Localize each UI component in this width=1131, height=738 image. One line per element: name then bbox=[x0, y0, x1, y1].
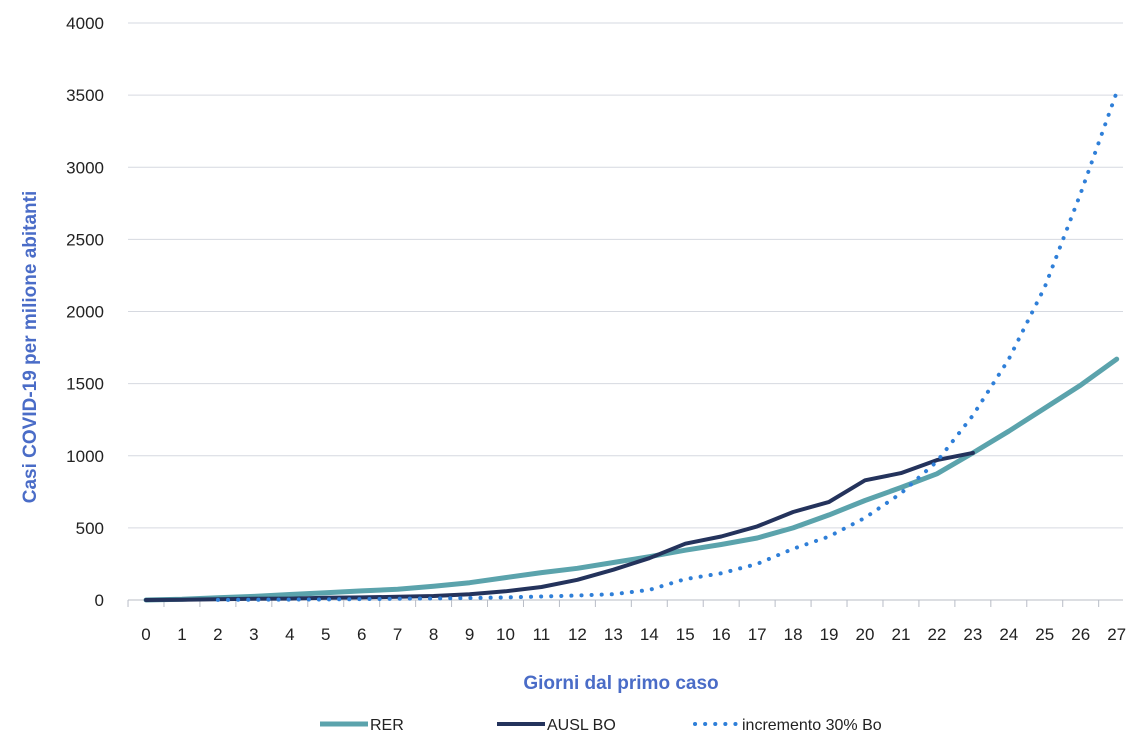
x-tick-label: 9 bbox=[465, 625, 474, 644]
x-tick-label: 6 bbox=[357, 625, 366, 644]
series-line-2 bbox=[144, 450, 975, 602]
x-tick-label: 16 bbox=[712, 625, 731, 644]
gridlines bbox=[128, 22, 1123, 529]
x-tick-label: 22 bbox=[927, 625, 946, 644]
y-tick-label: 2000 bbox=[66, 303, 104, 322]
x-tick-label: 15 bbox=[676, 625, 695, 644]
y-tick-label: 3000 bbox=[66, 158, 104, 177]
x-tick-labels: 0 1 2 3 4 5 6 7 8 9 10 11 12 13 14 15 16 17 18 19 20 21 22 23 24… bbox=[141, 625, 1126, 644]
x-tick-label: 17 bbox=[748, 625, 767, 644]
x-tick-label: 1 bbox=[177, 625, 186, 644]
y-tick-label: 500 bbox=[76, 519, 104, 538]
x-tick-label: 25 bbox=[1035, 625, 1054, 644]
x-tick-label: 19 bbox=[820, 625, 839, 644]
y-tick-label: 4000 bbox=[66, 14, 104, 33]
x-tick-label: 23 bbox=[963, 625, 982, 644]
y-tick-labels: 0 500 1000 1500 2000 2500 3000 3500 4000 bbox=[66, 14, 104, 610]
x-tick-label: 0 bbox=[141, 625, 150, 644]
x-tick-label: 8 bbox=[429, 625, 438, 644]
x-tick-label: 4 bbox=[285, 625, 294, 644]
x-tick-label: 27 bbox=[1107, 625, 1126, 644]
x-tick-label: 21 bbox=[891, 625, 910, 644]
x-tick-label: 3 bbox=[249, 625, 258, 644]
x-tick-label: 26 bbox=[1071, 625, 1090, 644]
series-lines bbox=[143, 90, 1120, 603]
series-line-3 bbox=[215, 90, 1119, 602]
legend: RER AUSL BO incremento 30% Bo bbox=[320, 717, 882, 734]
y-tick-label: 1500 bbox=[66, 375, 104, 394]
legend-label-2: AUSL BO bbox=[547, 717, 616, 734]
x-tick-label: 2 bbox=[213, 625, 222, 644]
x-tick-label: 5 bbox=[321, 625, 330, 644]
x-tick-label: 20 bbox=[856, 625, 875, 644]
x-tick-label: 10 bbox=[496, 625, 515, 644]
y-axis-title: Casi COVID-19 per milione abitanti bbox=[20, 191, 41, 504]
x-tick-label: 12 bbox=[568, 625, 587, 644]
y-tick-label: 1000 bbox=[66, 447, 104, 466]
x-tick-label: 11 bbox=[533, 625, 551, 644]
x-tick-label: 14 bbox=[640, 625, 659, 644]
legend-label-3: incremento 30% Bo bbox=[742, 717, 882, 734]
series-line-1 bbox=[143, 356, 1120, 603]
y-tick-label: 0 bbox=[95, 591, 104, 610]
x-axis-title: Giorni dal primo caso bbox=[523, 673, 718, 694]
x-tick-label: 7 bbox=[393, 625, 402, 644]
x-tick-label: 18 bbox=[784, 625, 803, 644]
x-tick-label: 24 bbox=[999, 625, 1018, 644]
legend-label-1: RER bbox=[370, 717, 404, 734]
x-tick-label: 13 bbox=[604, 625, 623, 644]
y-tick-label: 2500 bbox=[66, 230, 104, 249]
y-tick-label: 3500 bbox=[66, 86, 104, 105]
